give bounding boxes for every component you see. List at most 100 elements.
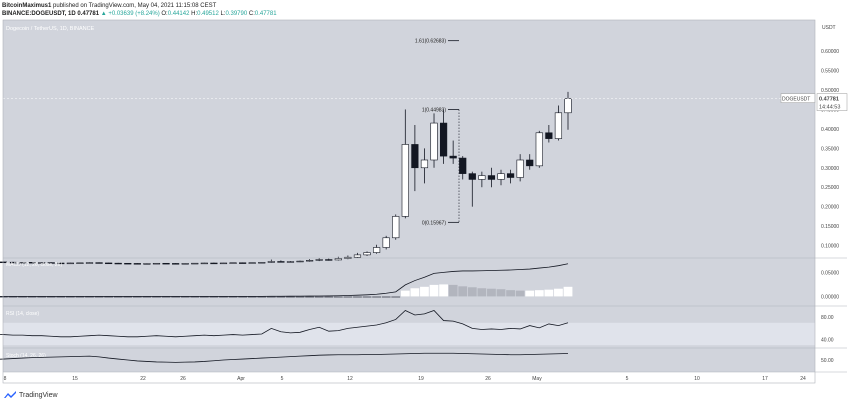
candle	[0, 261, 7, 264]
time-axis-label: 8	[4, 376, 7, 382]
last-price-value: 0.47781	[819, 97, 839, 103]
macd-histogram-bar	[94, 296, 104, 298]
high-label: H:	[191, 11, 198, 17]
candle	[172, 263, 180, 265]
chart-title: Dogecoin / TetherUS, 1D, BINANCE	[6, 26, 95, 32]
last-price-box	[816, 93, 848, 111]
price-tick-label: 0.25000	[821, 185, 839, 191]
price-tick-label: 0.35000	[821, 146, 839, 152]
macd-histogram-bar	[113, 296, 123, 298]
author-name[interactable]: BitcoinMaximus1	[2, 3, 52, 9]
candle	[277, 261, 285, 263]
candle	[564, 98, 572, 114]
macd-histogram-bar	[75, 296, 85, 298]
macd-histogram-bar	[467, 287, 477, 297]
candle	[487, 175, 496, 180]
chart-border	[2, 19, 816, 384]
macd-histogram-bar	[391, 296, 401, 298]
price-tick-label: 0.55000	[821, 69, 839, 75]
price-tick-label: 0.60000	[821, 49, 839, 55]
macd-histogram-bar	[199, 296, 209, 298]
candle	[315, 259, 323, 261]
price-tick-label: 0.40000	[821, 127, 839, 133]
macd-histogram-bar	[18, 296, 27, 298]
candle	[57, 262, 65, 265]
macd-histogram-bar	[525, 290, 535, 297]
candle	[181, 263, 189, 265]
candle	[47, 262, 55, 264]
candle	[9, 261, 17, 264]
macd-histogram-bar	[496, 289, 506, 297]
fib-level-label: 0(0.15967)	[422, 220, 447, 226]
macd-histogram-bar	[515, 290, 525, 297]
candle	[554, 112, 563, 139]
candle	[535, 132, 543, 167]
macd-histogram-bar	[487, 288, 496, 297]
macd-histogram-bar	[343, 296, 353, 298]
rsi-label: RSI (14, close)	[6, 311, 39, 317]
time-axis-label: 17	[762, 376, 768, 382]
macd-histogram-bar	[104, 296, 114, 298]
rsi-tick-label: 80.00	[821, 315, 834, 321]
candle	[420, 159, 429, 169]
time-axis-label: 15	[72, 376, 78, 382]
macd-histogram-bar	[477, 288, 487, 297]
macd-histogram-bar	[381, 296, 391, 298]
candle	[382, 237, 390, 248]
stoch-label: Stoch (14, 26, 26)	[6, 353, 46, 359]
panel-bg-1	[3, 258, 815, 306]
macd-histogram-bar	[266, 296, 276, 298]
candle	[363, 252, 371, 256]
last-price: 0.47781	[77, 11, 100, 17]
macd-label: MACD (12, 26, close, 26)	[6, 262, 62, 268]
candle	[449, 155, 457, 159]
candle	[38, 262, 46, 264]
macd-tick-label: 0.05000	[821, 270, 839, 276]
open-label: O:	[161, 11, 168, 17]
macd-histogram-bar	[429, 284, 439, 297]
time-axis-label: 19	[418, 376, 424, 382]
macd-histogram-bar	[161, 296, 171, 298]
candle	[516, 159, 524, 178]
candle	[392, 216, 400, 239]
macd-histogram-bar	[534, 290, 544, 297]
macd-histogram-bar	[85, 296, 94, 298]
candle	[325, 259, 333, 261]
time-axis-label: 10	[694, 376, 700, 382]
rsi-band	[3, 322, 815, 346]
macd-histogram-bar	[209, 296, 219, 298]
low-value: 0.39790	[225, 11, 248, 17]
macd-histogram-bar	[286, 296, 295, 298]
symbol-line: BINANCE:DOGEUSDT, 1D 0.47781 ▲ +0.03639 …	[2, 10, 277, 18]
candle	[411, 144, 419, 169]
candle	[506, 173, 515, 178]
candle	[478, 175, 486, 180]
macd-histogram-bar	[65, 296, 75, 298]
macd-histogram-bar	[56, 296, 66, 298]
tradingview-brand[interactable]: TradingView	[19, 391, 58, 399]
price-tick-label: 0.20000	[821, 205, 839, 211]
publish-info: published on TradingView.com, May 04, 20…	[53, 3, 217, 9]
candle	[105, 262, 113, 265]
candle	[459, 157, 467, 174]
candle	[162, 262, 170, 265]
macd-histogram-bar	[448, 284, 458, 297]
candle	[66, 262, 74, 265]
price-tick-label: 0.10000	[821, 244, 839, 250]
panel-bg-0	[3, 20, 815, 258]
candle	[152, 262, 161, 265]
candle	[545, 132, 553, 139]
macd-histogram-bar	[420, 286, 429, 297]
candle	[286, 261, 295, 263]
macd-histogram-bar	[0, 296, 8, 298]
candle	[401, 144, 409, 217]
candle	[18, 262, 27, 264]
macd-histogram-bar	[152, 296, 161, 298]
macd-histogram-bar	[8, 296, 18, 298]
candle	[229, 262, 237, 264]
candle	[76, 262, 84, 264]
footer: TradingView	[4, 389, 58, 401]
candle	[143, 263, 151, 265]
macd-histogram-bar	[400, 290, 410, 297]
